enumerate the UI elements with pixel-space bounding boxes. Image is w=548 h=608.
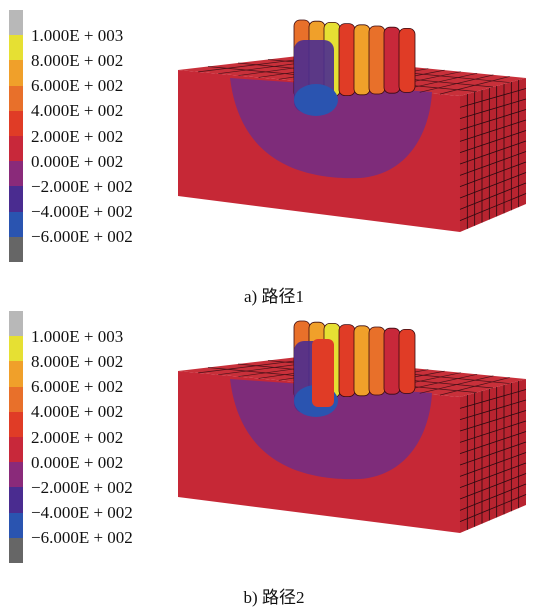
panel-path-1: 1.000E + 003 8.000E + 002 6.000E + 002 4.00… — [9, 10, 527, 306]
block-side-face — [460, 78, 526, 232]
legend-label: −6.000E + 002 — [31, 227, 133, 247]
legend-swatch — [9, 411, 23, 438]
legend-swatch — [9, 487, 23, 514]
legend-swatch — [9, 35, 23, 61]
legend-swatch — [9, 161, 23, 187]
legend-swatch — [9, 386, 23, 413]
weld-bead-stack — [293, 320, 416, 417]
legend-label: 0.000E + 002 — [31, 452, 124, 472]
legend-swatch — [9, 186, 23, 213]
legend-swatch — [9, 437, 23, 463]
legend-label: −2.000E + 002 — [31, 176, 133, 196]
heat-affected-zone — [230, 379, 432, 480]
caption-path-2: b) 路径2 — [243, 588, 305, 607]
panel-path-2: 1.000E + 003 8.000E + 002 6.000E + 002 4.00… — [0, 301, 548, 607]
legend-label: 1.000E + 003 — [31, 25, 124, 45]
legend-swatch — [9, 236, 23, 263]
side-grid — [459, 381, 527, 530]
legend-swatch — [9, 60, 23, 87]
legend-label: −4.000E + 002 — [31, 503, 133, 523]
legend-label: 0.000E + 002 — [31, 151, 124, 171]
legend-label: 8.000E + 002 — [31, 351, 124, 371]
legend-label: 4.000E + 002 — [31, 402, 124, 422]
side-grid — [459, 80, 527, 229]
legend-label: 2.000E + 002 — [31, 427, 124, 447]
legend-swatch — [9, 462, 23, 488]
heat-affected-zone — [230, 78, 432, 179]
legend-swatch — [9, 211, 23, 238]
legend-swatch — [9, 136, 23, 162]
legend-label: −2.000E + 002 — [31, 477, 133, 497]
legend-label: 8.000E + 002 — [31, 50, 124, 70]
legend-label: 6.000E + 002 — [31, 76, 124, 96]
weld-bead-stack — [293, 19, 416, 116]
caption-path-1: a) 路径1 — [244, 287, 304, 306]
legend-label: 4.000E + 002 — [31, 101, 124, 121]
legend-label: 2.000E + 002 — [31, 126, 124, 146]
legend-swatch — [9, 512, 23, 539]
weld-model-3d — [178, 320, 527, 533]
color-legend: 1.000E + 003 8.000E + 002 6.000E + 002 4.00… — [9, 10, 209, 265]
legend-swatch — [9, 85, 23, 112]
legend-swatch — [9, 10, 23, 36]
legend-label: −6.000E + 002 — [31, 528, 133, 548]
color-legend: 1.000E + 003 8.000E + 002 6.000E + 002 4.00… — [9, 311, 209, 566]
legend-swatch — [9, 336, 23, 362]
weld-model-3d — [178, 19, 527, 232]
legend-swatch — [9, 110, 23, 137]
legend-label: −4.000E + 002 — [31, 202, 133, 222]
block-side-face — [460, 379, 526, 533]
legend-swatch — [9, 311, 23, 337]
legend-swatch — [9, 537, 23, 564]
legend-label: 1.000E + 003 — [31, 326, 124, 346]
legend-swatch — [9, 361, 23, 388]
legend-label: 6.000E + 002 — [31, 377, 124, 397]
